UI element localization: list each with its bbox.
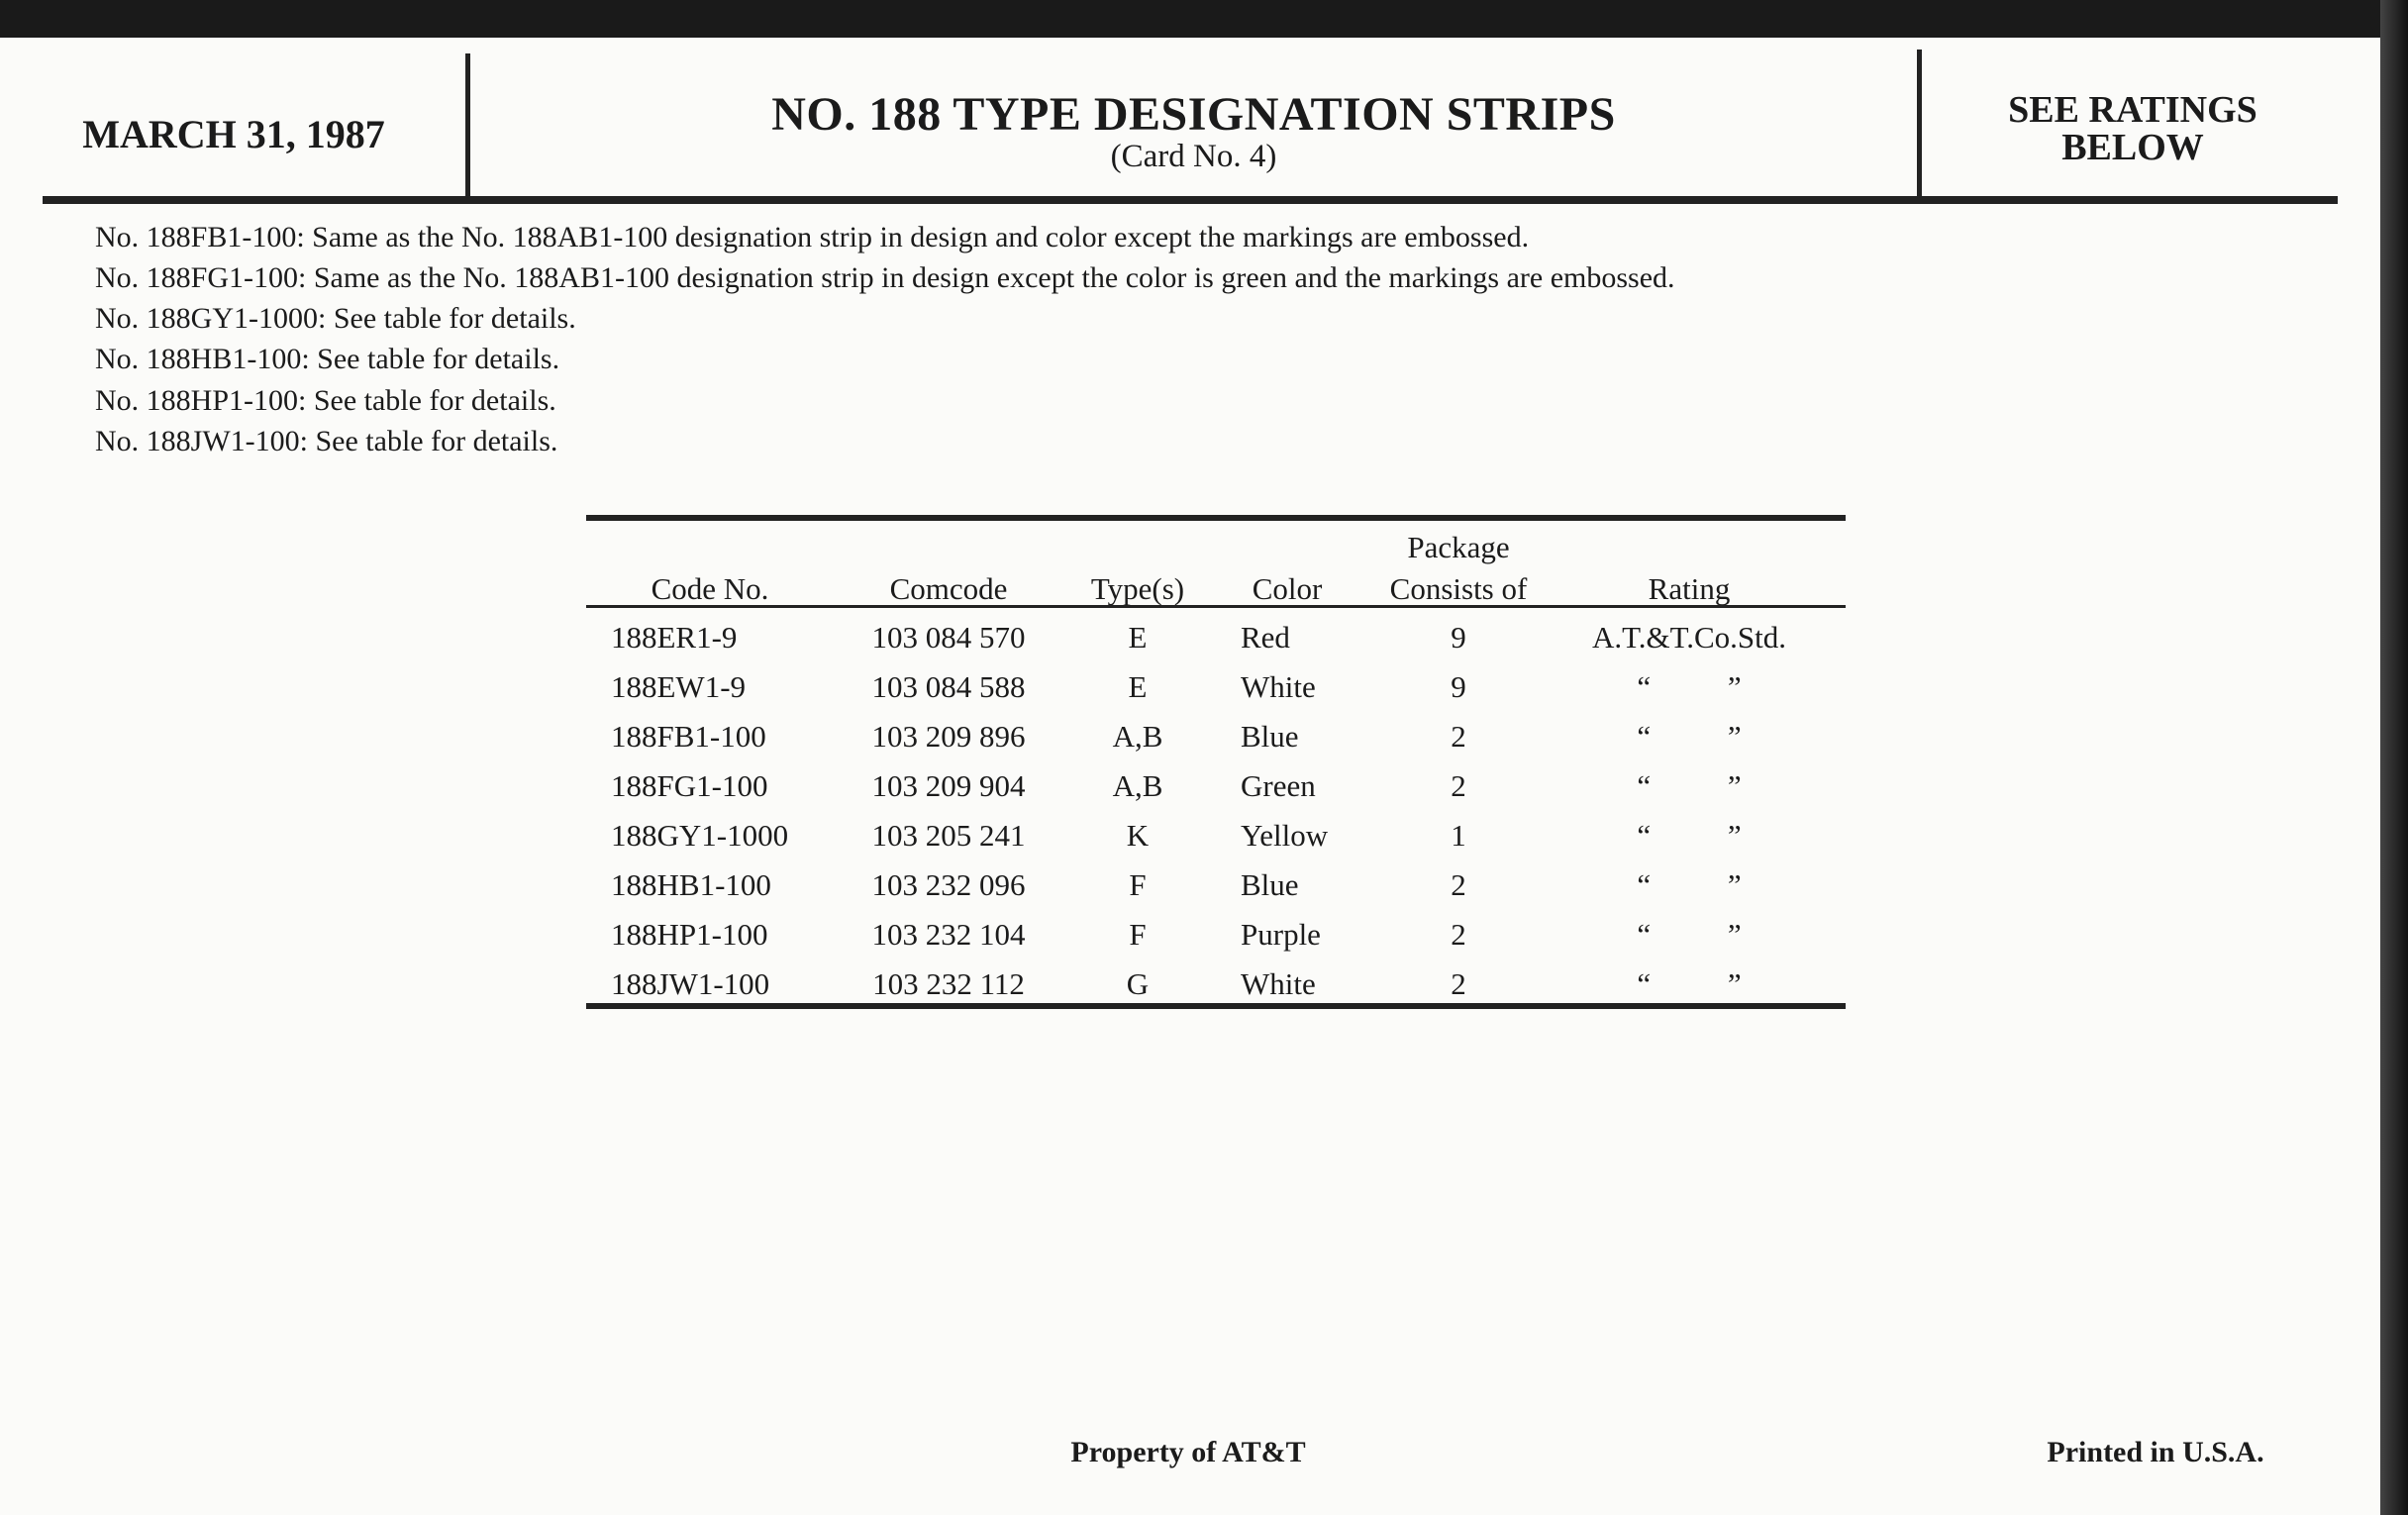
page-title: NO. 188 TYPE DESIGNATION STRIPS xyxy=(771,88,1616,141)
cell-color: Blue xyxy=(1241,867,1299,902)
header-code: Code No. xyxy=(651,571,769,606)
cell-rating: “ ” xyxy=(1637,818,1742,853)
cell-comcode: 103 205 241 xyxy=(871,818,1026,853)
cell-comcode: 103 084 588 xyxy=(871,669,1026,704)
cell-code: 188ER1-9 xyxy=(611,620,738,655)
note-line: No. 188FG1-100: Same as the No. 188AB1-1… xyxy=(95,261,1675,294)
footer-property: Property of AT&T xyxy=(1070,1436,1306,1468)
ratings-line-2: BELOW xyxy=(2061,127,2204,168)
cell-package: 9 xyxy=(1451,669,1466,704)
cell-rating: “ ” xyxy=(1637,719,1742,754)
table-top-rule xyxy=(586,515,1846,521)
cell-code: 188FG1-100 xyxy=(611,768,768,803)
card-number: (Card No. 4) xyxy=(1110,139,1277,174)
cell-comcode: 103 084 570 xyxy=(871,620,1026,655)
cell-comcode: 103 209 896 xyxy=(871,719,1026,754)
cell-code: 188FB1-100 xyxy=(611,719,766,754)
cell-package: 2 xyxy=(1451,917,1466,952)
cell-package: 2 xyxy=(1451,768,1466,803)
note-line: No. 188JW1-100: See table for details. xyxy=(95,425,558,457)
header-color: Color xyxy=(1252,571,1323,606)
cell-color: Yellow xyxy=(1241,818,1329,853)
header-package-line2: Consists of xyxy=(1389,571,1528,606)
cell-package: 2 xyxy=(1451,867,1466,902)
cell-rating: “ ” xyxy=(1637,768,1742,803)
table-bottom-rule xyxy=(586,1003,1846,1009)
header-rating: Rating xyxy=(1648,571,1731,606)
cell-code: 188JW1-100 xyxy=(611,966,770,1001)
cell-rating: “ ” xyxy=(1637,669,1742,704)
cell-code: 188HP1-100 xyxy=(611,917,768,952)
header-comcode: Comcode xyxy=(889,571,1008,606)
cell-package: 2 xyxy=(1451,719,1466,754)
header-package-line1: Package xyxy=(1407,530,1510,564)
cell-types: E xyxy=(1128,620,1148,655)
cell-rating: “ ” xyxy=(1637,917,1742,952)
cell-package: 2 xyxy=(1451,966,1466,1001)
footer-printed: Printed in U.S.A. xyxy=(2047,1436,2264,1468)
table-header-rule xyxy=(586,605,1846,608)
cell-color: Red xyxy=(1241,620,1290,655)
issue-date: MARCH 31, 1987 xyxy=(82,112,385,156)
cell-code: 188GY1-1000 xyxy=(611,818,789,853)
cell-rating: “ ” xyxy=(1637,966,1742,1001)
cell-types: E xyxy=(1128,669,1148,704)
cell-rating: “ ” xyxy=(1637,867,1742,902)
cell-types: K xyxy=(1126,818,1150,853)
cell-types: A,B xyxy=(1112,768,1163,803)
cell-types: G xyxy=(1126,966,1150,1001)
cell-comcode: 103 232 096 xyxy=(871,867,1026,902)
document-card xyxy=(0,38,2380,1515)
cell-color: Blue xyxy=(1241,719,1299,754)
cell-color: Purple xyxy=(1241,917,1321,952)
header-types: Type(s) xyxy=(1090,571,1185,606)
cell-comcode: 103 209 904 xyxy=(871,768,1026,803)
ratings-line-1: SEE RATINGS xyxy=(2008,89,2258,131)
note-line: No. 188HP1-100: See table for details. xyxy=(95,384,556,417)
cell-rating: A.T.&T.Co.Std. xyxy=(1591,620,1787,655)
cell-types: F xyxy=(1129,917,1147,952)
ratings-note: SEE RATINGS BELOW xyxy=(1925,91,2341,166)
note-line: No. 188FB1-100: Same as the No. 188AB1-1… xyxy=(95,221,1530,253)
header-divider-right xyxy=(1917,50,1922,200)
cell-color: Green xyxy=(1241,768,1316,803)
note-line: No. 188GY1-1000: See table for details. xyxy=(95,302,576,335)
header-divider-left xyxy=(465,53,470,202)
cell-code: 188HB1-100 xyxy=(611,867,771,902)
header-rule xyxy=(43,196,2338,204)
note-line: No. 188HB1-100: See table for details. xyxy=(95,343,560,375)
cell-package: 1 xyxy=(1451,818,1466,853)
cell-color: White xyxy=(1241,966,1316,1001)
cell-comcode: 103 232 112 xyxy=(872,966,1025,1001)
cell-types: F xyxy=(1129,867,1147,902)
cell-code: 188EW1-9 xyxy=(611,669,747,704)
cell-color: White xyxy=(1241,669,1316,704)
cell-comcode: 103 232 104 xyxy=(871,917,1026,952)
cell-types: A,B xyxy=(1112,719,1163,754)
cell-package: 9 xyxy=(1451,620,1466,655)
scan-edge xyxy=(2380,0,2408,1515)
